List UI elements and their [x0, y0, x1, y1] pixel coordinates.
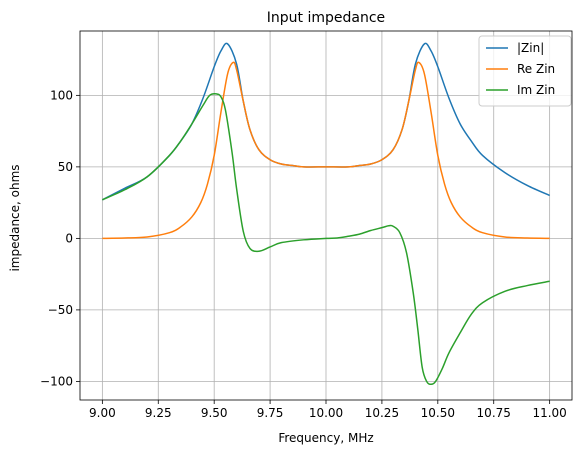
x-tick-label: 9.75 [257, 406, 284, 420]
legend-label-im-zin: Im Zin [517, 83, 555, 97]
legend: |Zin| Re Zin Im Zin [478, 35, 572, 107]
y-tick-label: 0 [65, 231, 73, 245]
x-tick-label: 11.00 [532, 406, 566, 420]
x-axis-label: Frequency, MHz [278, 431, 373, 445]
y-tick-label: 100 [50, 88, 73, 102]
x-tick-label: 9.00 [89, 406, 116, 420]
y-axis-label: impedance, ohms [8, 164, 22, 271]
y-tick-label: 50 [58, 160, 73, 174]
x-tick-label: 10.50 [421, 406, 455, 420]
x-axis-ticks: 9.00 9.25 9.50 9.75 10.00 10.25 10.50 10.75 11.0… [89, 400, 567, 420]
series-layer [102, 42, 550, 386]
y-tick-label: −100 [40, 374, 73, 388]
chart-title: Input impedance [267, 10, 385, 26]
x-tick-label: 10.25 [365, 406, 399, 420]
x-tick-label: 10.75 [477, 406, 511, 420]
series-line-re-zin [102, 61, 550, 240]
x-tick-label: 9.50 [201, 406, 228, 420]
legend-label-zin: |Zin| [517, 41, 544, 55]
x-tick-label: 10.00 [309, 406, 343, 420]
y-tick-label: −50 [48, 303, 73, 317]
series-line-im-zin [102, 93, 550, 386]
y-axis-ticks: −100 −50 0 50 100 [40, 88, 80, 388]
x-tick-label: 9.25 [145, 406, 172, 420]
legend-box [478, 35, 572, 107]
legend-label-re-zin: Re Zin [517, 62, 555, 76]
